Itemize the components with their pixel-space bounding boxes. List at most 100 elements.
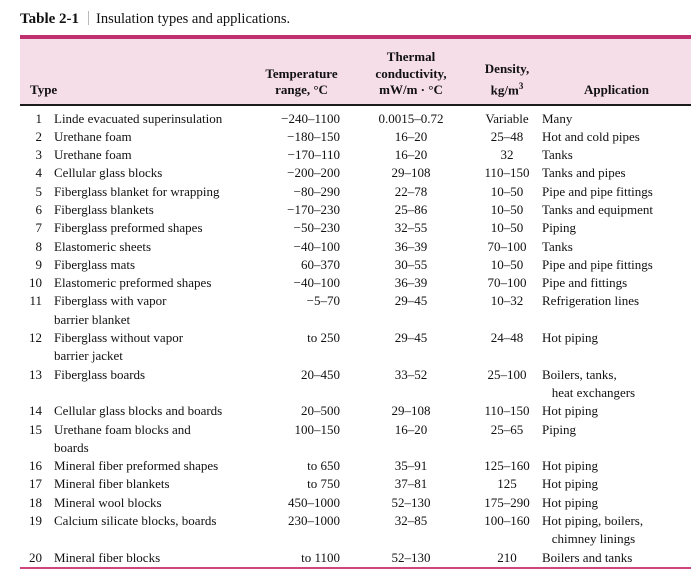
temperature-range: to 650 [307,458,340,474]
application: Hot piping [542,330,598,346]
header-density: Density, kg/m3 [472,37,542,106]
header-temperature-range: Temperature range, °C [253,37,350,106]
thermal-conductivity: 35–91 [394,458,428,474]
temperature-range: −5–70 [306,293,340,309]
row-number: 18 [29,494,42,510]
table-row: 4 Cellular glass blocks −200–200 29–108 … [20,164,691,182]
density-value: 70–100 [487,275,527,291]
density-value: 210 [497,549,517,565]
insulation-type: Fiberglass with vapor barrier blanket [54,293,167,327]
table-row: 16 Mineral fiber preformed shapes to 650… [20,457,691,475]
thermal-conductivity: 37–81 [394,476,428,492]
density-value: 24–48 [490,330,524,346]
density-value: 10–50 [490,183,524,199]
insulation-type: Elastomeric preformed shapes [54,275,212,291]
row-number: 9 [35,256,43,272]
row-number: 5 [35,183,43,199]
table-row: 6 Fiberglass blankets −170–230 25–86 10–… [20,201,691,219]
density-value: Variable [485,110,529,126]
row-number: 3 [35,147,43,163]
density-value: 110–150 [484,403,530,419]
temperature-range: −240–1100 [281,110,340,126]
thermal-conductivity: 52–130 [391,549,431,565]
header-type: Type [20,37,253,106]
table-row: 19 Calcium silicate blocks, boards 230–1… [20,512,691,549]
thermal-conductivity: 16–20 [394,147,428,163]
row-number: 7 [35,220,43,236]
application: Pipe and pipe fittings [542,256,653,272]
table-row: 20 Mineral fiber blocks to 1100 52–130 2… [20,549,691,568]
application: Piping [542,421,576,437]
insulation-type: Fiberglass without vapor barrier jacket [54,330,184,364]
temperature-range: −40–100 [293,275,340,291]
application: Hot and cold pipes [542,128,640,144]
row-number: 2 [35,128,43,144]
table-row: 3 Urethane foam −170–110 16–20 32 Tanks [20,146,691,164]
temperature-range: to 750 [307,476,340,492]
insulation-type: Urethane foam [54,147,132,163]
insulation-type: Urethane foam blocks and boards [54,421,191,455]
insulation-type: Mineral fiber blocks [54,549,161,565]
header-thermal-conductivity: Thermal conductivity, mW/m · °C [350,37,472,106]
temperature-range: −170–110 [287,147,340,163]
insulation-type: Calcium silicate blocks, boards [54,513,217,529]
insulation-type: Mineral fiber preformed shapes [54,458,219,474]
application: Hot piping [542,494,598,510]
temperature-range: 230–1000 [288,513,340,529]
row-number: 4 [35,165,43,181]
thermal-conductivity: 29–108 [391,165,431,181]
insulation-type: Mineral fiber blankets [54,476,170,492]
application: Tanks [542,238,573,254]
thermal-conductivity: 0.0015–0.72 [378,110,444,126]
density-value: 110–150 [484,165,530,181]
table-row: 2 Urethane foam −180–150 16–20 25–48 Hot… [20,128,691,146]
thermal-conductivity: 29–45 [394,330,428,346]
thermal-conductivity: 22–78 [394,183,428,199]
insulation-type: Elastomeric sheets [54,238,152,254]
temperature-range: −40–100 [293,238,340,254]
insulation-type: Fiberglass blanket for wrapping [54,183,220,199]
temperature-range: −170–230 [287,201,340,217]
table-row: 7 Fiberglass preformed shapes −50–230 32… [20,219,691,237]
temperature-range: 450–1000 [288,494,340,510]
table-body: 1 Linde evacuated superinsulation −240–1… [20,105,691,568]
row-number: 19 [29,513,42,529]
table-row: 15 Urethane foam blocks and boards 100–1… [20,421,691,458]
density-value: 70–100 [487,238,527,254]
thermal-conductivity: 29–108 [391,403,431,419]
application: Piping [542,220,576,236]
application: Tanks [542,147,573,163]
application: Boilers and tanks [542,549,633,565]
density-value: 175–290 [484,494,530,510]
density-value: 25–65 [490,421,524,437]
table-row: 17 Mineral fiber blankets to 750 37–81 1… [20,475,691,493]
insulation-type: Mineral wool blocks [54,494,162,510]
row-number: 6 [35,201,43,217]
insulation-table: Type Temperature range, °C Thermal condu… [20,35,691,569]
table-row: 11 Fiberglass with vapor barrier blanket… [20,292,691,329]
application: Tanks and equipment [542,201,654,217]
table-row: 1 Linde evacuated superinsulation −240–1… [20,105,691,128]
temperature-range: −180–150 [287,128,340,144]
thermal-conductivity: 29–45 [394,293,428,309]
table-row: 5 Fiberglass blanket for wrapping −80–29… [20,183,691,201]
application: Hot piping, boilers, chimney linings [542,513,644,547]
temperature-range: to 1100 [301,549,340,565]
row-number: 11 [29,293,42,309]
insulation-type: Fiberglass boards [54,366,146,382]
insulation-type: Fiberglass blankets [54,201,154,217]
density-value: 100–160 [484,513,530,529]
application: Pipe and pipe fittings [542,183,653,199]
thermal-conductivity: 52–130 [391,494,431,510]
table-caption: Insulation types and applications. [96,11,291,27]
row-number: 10 [29,275,42,291]
header-application: Application [542,37,691,106]
table-row: 14 Cellular glass blocks and boards 20–5… [20,402,691,420]
table-row: 9 Fiberglass mats 60–370 30–55 10–50 Pip… [20,256,691,274]
temperature-range: −200–200 [287,165,340,181]
temperature-range: 20–450 [301,366,340,382]
thermal-conductivity: 36–39 [394,275,428,291]
insulation-type: Fiberglass preformed shapes [54,220,203,236]
application: Refrigeration lines [542,293,640,309]
